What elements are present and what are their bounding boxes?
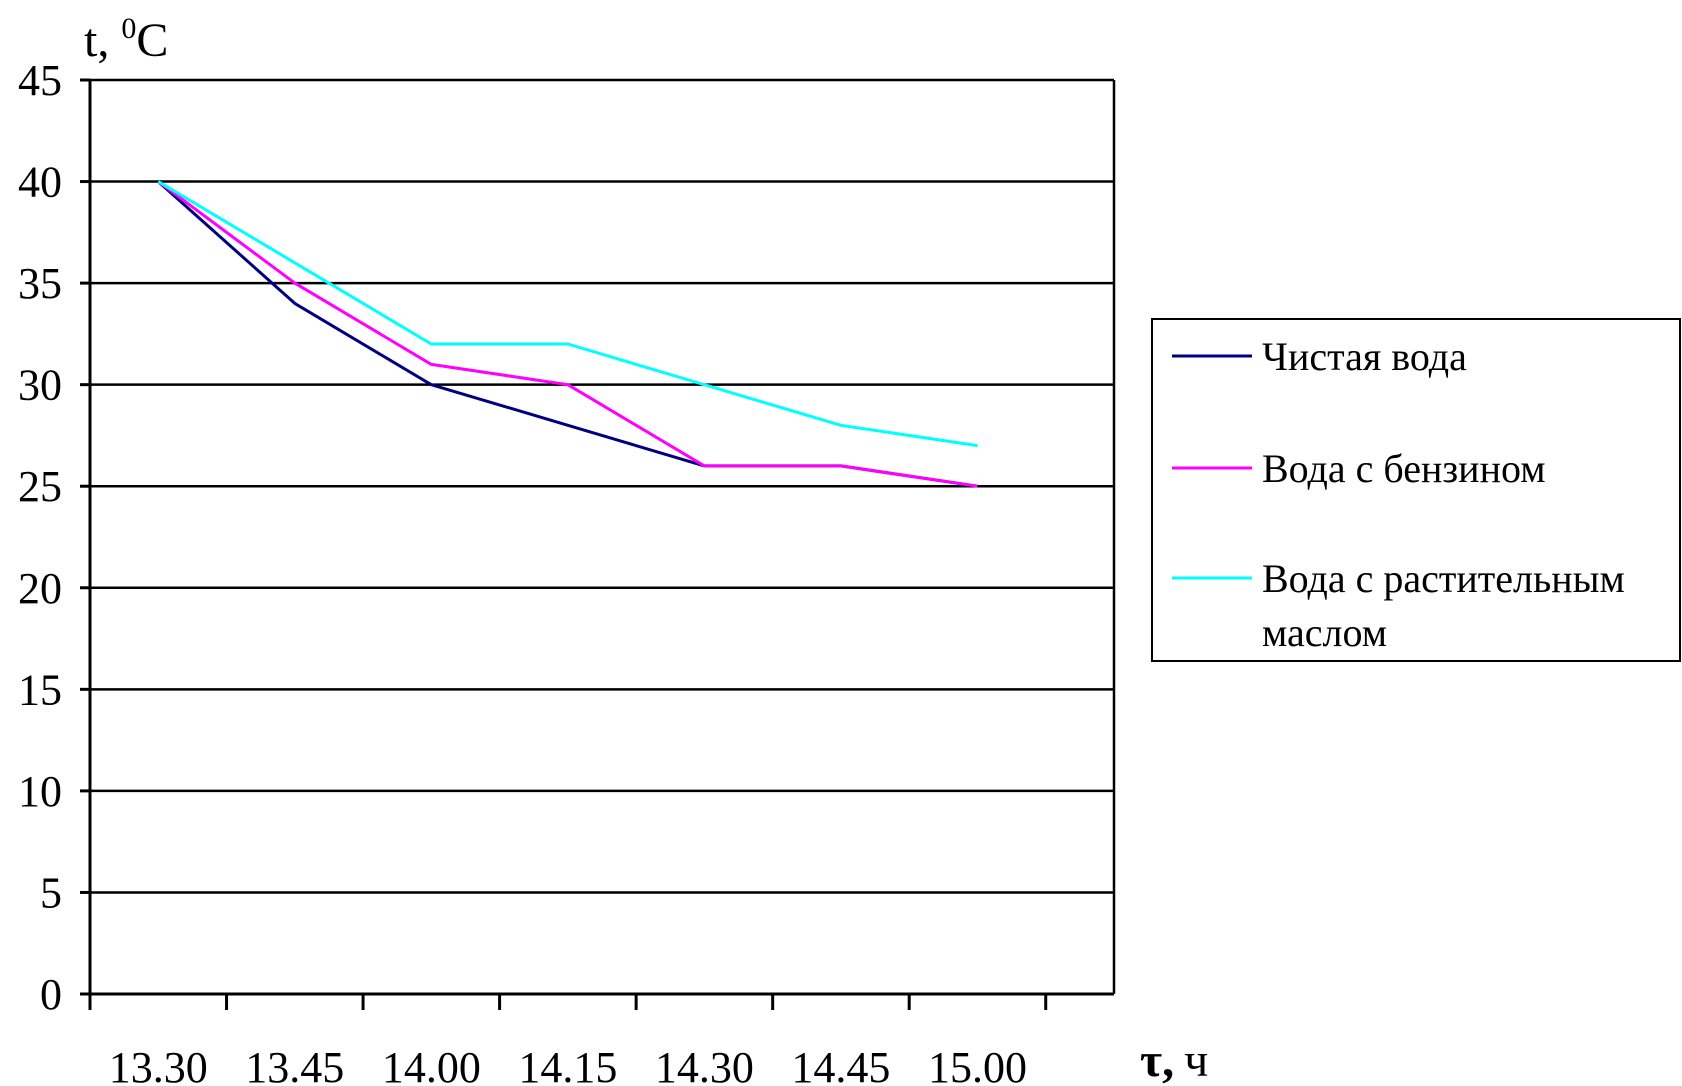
x-axis-title-symbol: τ,: [1140, 1034, 1174, 1086]
legend-label-3: маслом: [1262, 610, 1387, 655]
axes: [80, 78, 1116, 1010]
x-tick-label: 13.30: [109, 1043, 208, 1086]
x-tick-label: 13.45: [245, 1043, 344, 1086]
x-axis-title: τ, ч: [1140, 1034, 1208, 1086]
y-tick-label: 15: [18, 665, 62, 714]
series-lines: [157, 180, 978, 488]
x-tick-label: 15.00: [928, 1043, 1027, 1086]
legend-label-1: Чистая вода: [1262, 334, 1467, 379]
y-tick-label: 20: [18, 564, 62, 613]
series-line-3: [157, 180, 978, 448]
y-axis-title-unit: C: [136, 14, 168, 67]
legend-box: [1151, 318, 1681, 662]
y-axis-title-superscript: 0: [121, 12, 136, 45]
x-tick-label: 14.15: [518, 1043, 617, 1086]
y-tick-label: 5: [40, 868, 62, 917]
x-tick-label: 14.30: [655, 1043, 754, 1086]
y-tick-labels: 0 5 10 15 20 25 30 35 40 45: [18, 56, 62, 1019]
x-tick-label: 14.45: [791, 1043, 890, 1086]
y-axis-title-label: t,: [84, 14, 121, 67]
x-tick-label: 14.00: [382, 1043, 481, 1086]
y-tick-label: 40: [18, 158, 62, 207]
y-tick-label: 35: [18, 259, 62, 308]
legend-items: Чистая вода Вода с бензином Вода с растите…: [1172, 334, 1625, 655]
x-tick-labels: 13.30 13.45 14.00 14.15 14.30 14.45 15.00: [109, 1043, 1027, 1086]
series-line-2: [157, 180, 978, 488]
y-tick-label: 10: [18, 767, 62, 816]
y-tick-label: 25: [18, 462, 62, 511]
y-axis-title: t, 0C: [84, 12, 168, 67]
y-tick-label: 0: [40, 970, 62, 1019]
x-axis-title-unit: ч: [1184, 1034, 1208, 1086]
gridlines: [90, 78, 1114, 894]
y-tick-label: 30: [18, 361, 62, 410]
legend-label-2: Вода с бензином: [1262, 446, 1546, 491]
y-tick-label: 45: [18, 56, 62, 105]
legend-label-3: Вода с растительным: [1262, 556, 1625, 601]
legend: Чистая вода Вода с бензином Вода с растите…: [1151, 318, 1681, 662]
series-line-1: [157, 180, 978, 488]
